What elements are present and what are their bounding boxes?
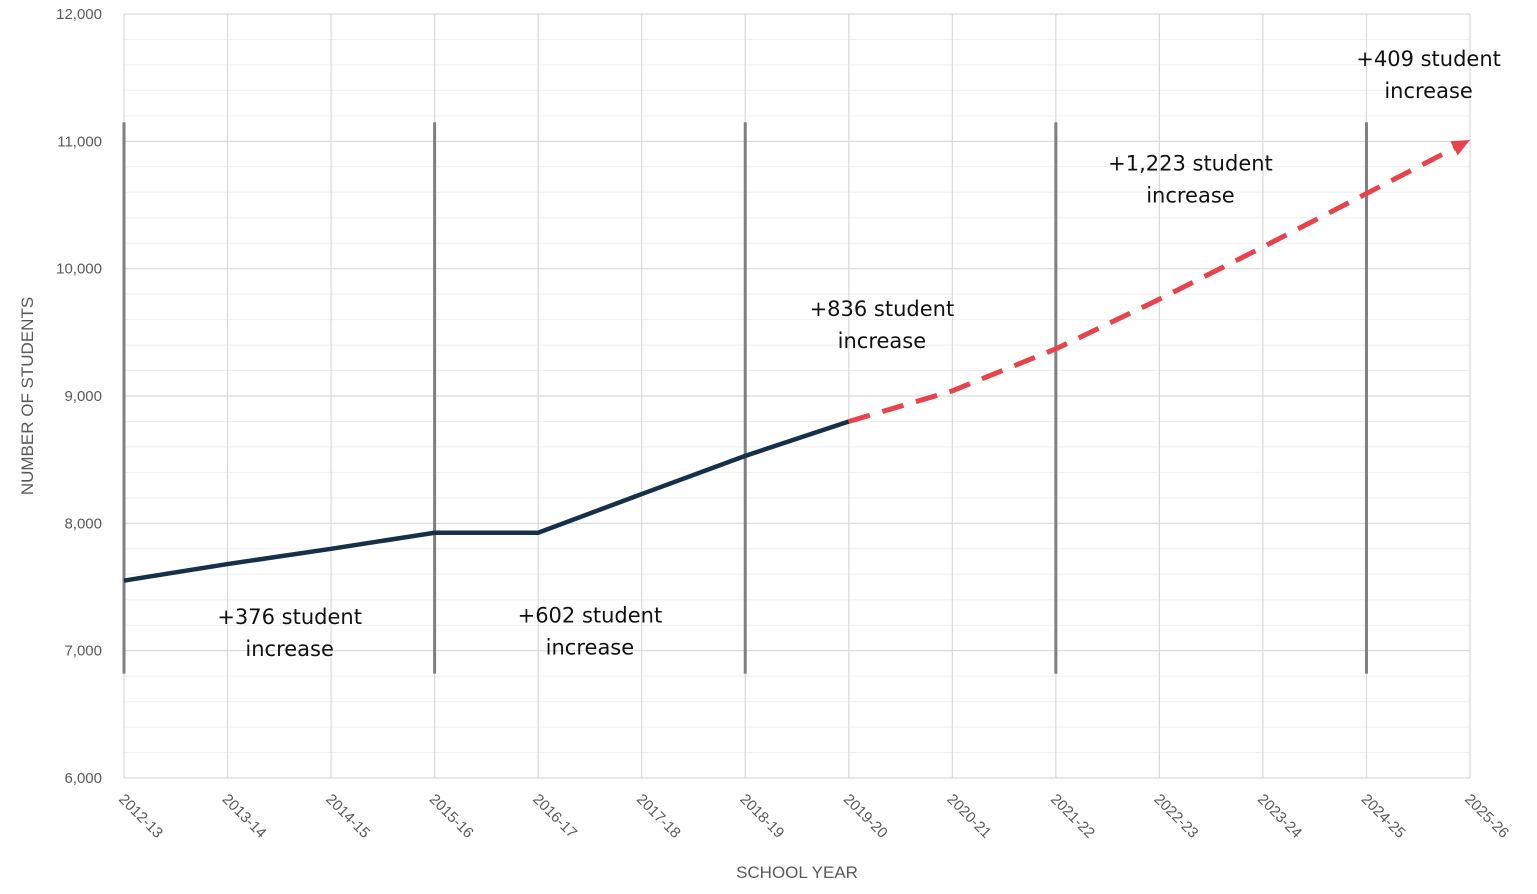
x-axis-title: SCHOOL YEAR [736, 863, 858, 882]
annotation-line-1: +1,223 student [1108, 152, 1273, 176]
increase-annotation: +836 student increase [810, 297, 955, 353]
y-tick-label: 12,000 [56, 6, 102, 23]
increase-annotation: +1,223 student increase [1108, 152, 1273, 208]
x-tick-label: 2023-24 [1254, 791, 1305, 842]
x-tick-label: 2015-16 [426, 791, 477, 842]
period-dividers [122, 122, 1368, 674]
increase-annotations: +376 student increase +602 student increase… [217, 47, 1501, 661]
y-tick-label: 8,000 [64, 515, 102, 532]
annotation-line-1: +602 student [518, 604, 663, 628]
increase-annotation: +602 student increase [518, 604, 663, 660]
x-tick-label: 2018-19 [736, 791, 787, 842]
x-tick-label: 2013-14 [219, 791, 270, 842]
minor-gridlines [124, 38, 1470, 754]
x-tick-label: 2025-26 [1461, 791, 1512, 842]
y-axis-title: NUMBER OF STUDENTS [18, 297, 37, 495]
annotation-line-2: increase [245, 637, 334, 661]
major-gridlines [123, 13, 1471, 779]
annotation-line-2: increase [546, 636, 635, 660]
y-tick-label: 6,000 [64, 770, 102, 787]
y-tick-label: 10,000 [56, 261, 102, 278]
annotation-line-2: increase [1146, 184, 1235, 208]
annotation-line-1: +376 student [217, 605, 362, 629]
x-tick-label: 2022-23 [1151, 791, 1202, 842]
annotation-line-1: +409 student [1356, 47, 1501, 71]
increase-annotation: +376 student increase [217, 605, 362, 661]
annotation-line-2: increase [838, 329, 927, 353]
increase-annotation: +409 student increase [1356, 47, 1501, 103]
actual-series-line [123, 419, 850, 583]
annotation-line-1: +836 student [810, 297, 955, 321]
series-lines [123, 140, 1470, 583]
x-tick-label: 2012-13 [115, 791, 166, 842]
y-tick-label: 7,000 [64, 643, 102, 660]
x-tick-label: 2024-25 [1358, 791, 1409, 842]
projected-series-line [848, 143, 1461, 424]
x-tick-labels: 2012-13 2013-14 2014-15 2015-16 2016-17 2017-… [115, 791, 1512, 842]
projected-series-arrowhead [1450, 140, 1470, 156]
x-tick-label: 2017-18 [633, 791, 684, 842]
annotation-line-2: increase [1384, 79, 1473, 103]
x-tick-label: 2019-20 [840, 791, 891, 842]
y-tick-label: 11,000 [57, 133, 102, 150]
x-tick-label: 2020-21 [943, 791, 994, 842]
x-tick-label: 2016-17 [529, 791, 580, 842]
x-tick-label: 2014-15 [322, 791, 373, 842]
x-tick-label: 2021-22 [1047, 791, 1098, 842]
y-tick-labels: 6,000 7,000 8,000 9,000 10,000 11,000 12,000 [56, 6, 102, 787]
y-tick-label: 9,000 [64, 388, 102, 405]
